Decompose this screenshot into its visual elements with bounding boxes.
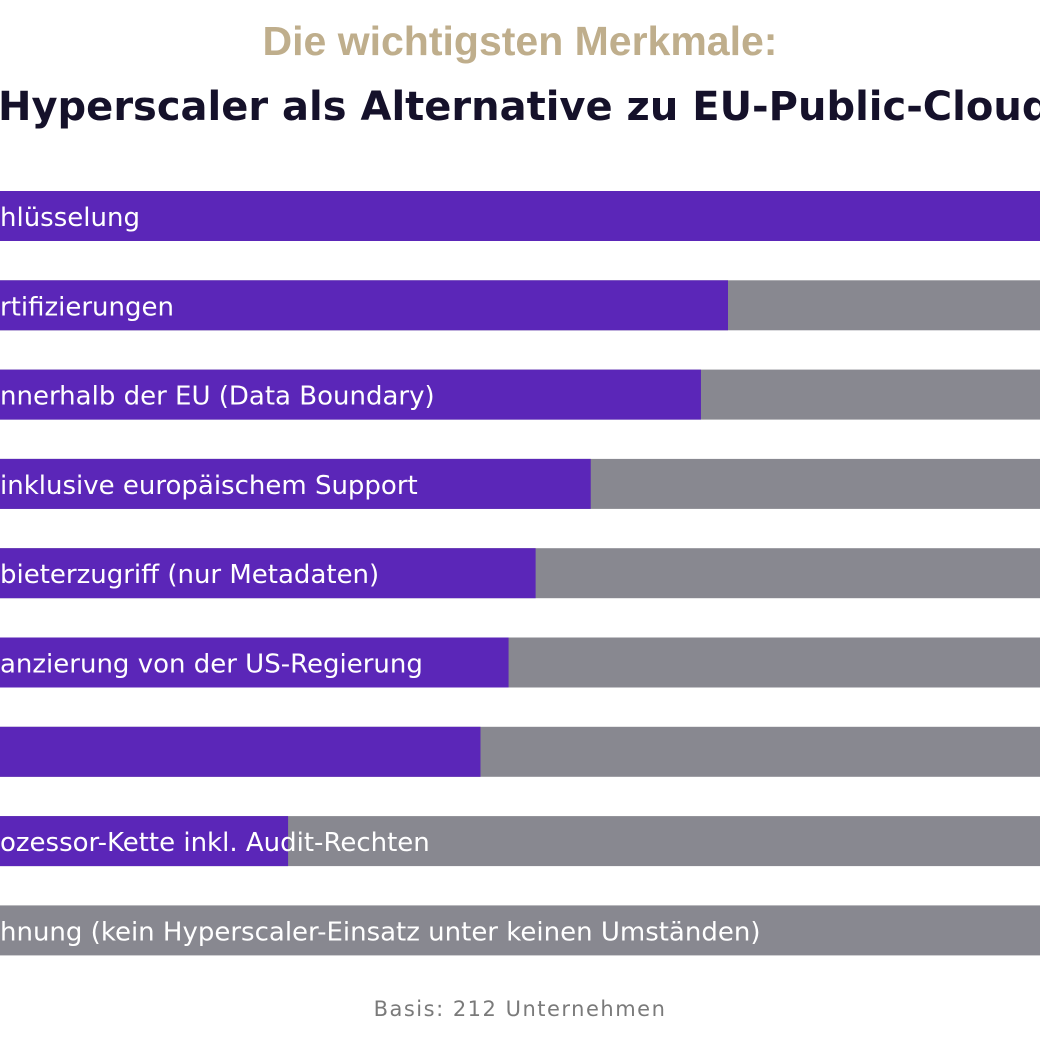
bar-label: bieterzugriff (nur Metadaten) bbox=[0, 560, 379, 590]
bar-label: hlüsselung bbox=[0, 203, 140, 233]
bar-label: hnung (kein Hyperscaler-Einsatz unter ke… bbox=[0, 917, 760, 947]
bar-label: anzierung von der US-Regierung bbox=[0, 650, 423, 680]
bar-row bbox=[0, 726, 1040, 777]
bar-label: rtifizierungen bbox=[0, 292, 174, 322]
bar-value bbox=[0, 191, 1040, 241]
bar-row: hlüsselung bbox=[0, 191, 1040, 241]
chart-title: Die wichtigsten Merkmale: bbox=[262, 18, 778, 64]
bar-label: nnerhalb der EU (Data Boundary) bbox=[0, 382, 435, 412]
bar-remainder bbox=[0, 905, 1040, 956]
bar-value bbox=[0, 637, 509, 688]
bar-value bbox=[0, 816, 289, 867]
bar-value bbox=[0, 726, 481, 777]
bar-value bbox=[0, 280, 728, 331]
bar-row: nnerhalb der EU (Data Boundary) bbox=[0, 369, 1040, 420]
bar-row: bieterzugriff (nur Metadaten) bbox=[0, 548, 1040, 599]
basis-note: Basis: 212 Unternehmen bbox=[373, 997, 667, 1021]
bar-row: anzierung von der US-Regierung bbox=[0, 637, 1040, 688]
bar-value bbox=[0, 369, 701, 420]
bar-label: inklusive europäischem Support bbox=[0, 471, 418, 501]
bar-value bbox=[0, 548, 536, 599]
bar-row: rtifizierungen bbox=[0, 280, 1040, 331]
bar-value bbox=[0, 458, 591, 509]
bar-row: ozessor-Kette inkl. Audit-Rechten bbox=[0, 816, 1040, 867]
bar-row: hnung (kein Hyperscaler-Einsatz unter ke… bbox=[0, 905, 1040, 956]
bar-label: ozessor-Kette inkl. Audit-Rechten bbox=[0, 828, 430, 858]
chart-subtitle: Hyperscaler als Alternative zu EU-Public… bbox=[0, 84, 1040, 130]
bar-row: inklusive europäischem Support bbox=[0, 458, 1040, 509]
